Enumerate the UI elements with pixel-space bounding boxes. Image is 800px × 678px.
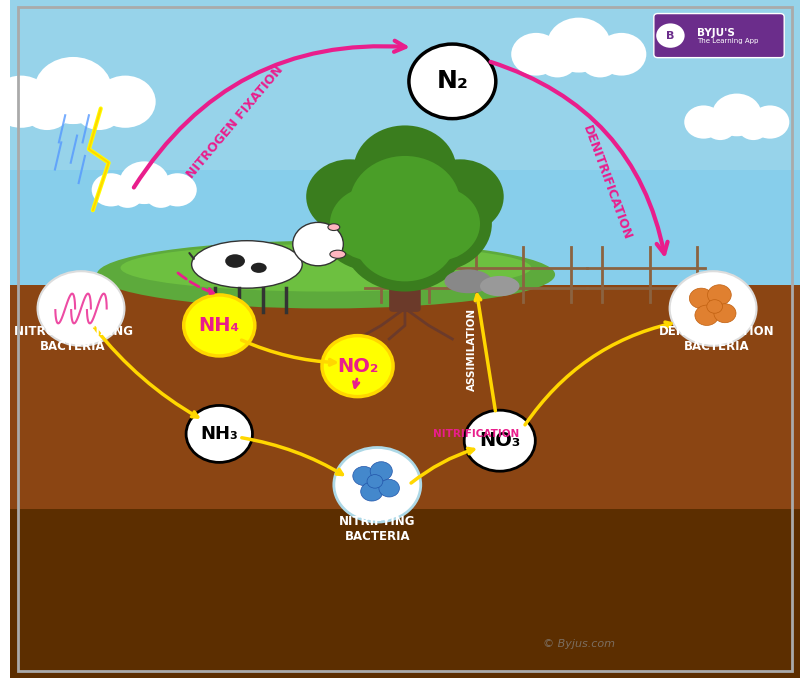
Circle shape	[330, 186, 417, 261]
Circle shape	[597, 33, 646, 75]
Circle shape	[38, 271, 125, 346]
Circle shape	[95, 76, 156, 127]
Ellipse shape	[328, 224, 340, 231]
Circle shape	[690, 288, 713, 308]
Text: NH₄: NH₄	[198, 316, 240, 335]
FancyBboxPatch shape	[654, 14, 784, 58]
FancyArrowPatch shape	[490, 62, 667, 254]
Circle shape	[306, 159, 393, 234]
Ellipse shape	[121, 244, 531, 292]
Circle shape	[22, 88, 71, 130]
FancyBboxPatch shape	[389, 251, 421, 312]
Circle shape	[656, 24, 685, 47]
Circle shape	[293, 222, 343, 266]
Ellipse shape	[251, 263, 266, 273]
FancyBboxPatch shape	[10, 0, 800, 305]
Circle shape	[353, 466, 375, 485]
Circle shape	[393, 186, 480, 261]
Text: ASSIMILATION: ASSIMILATION	[467, 308, 477, 391]
FancyBboxPatch shape	[10, 508, 800, 678]
Circle shape	[322, 336, 393, 397]
Circle shape	[0, 76, 51, 127]
Circle shape	[750, 106, 790, 139]
Circle shape	[92, 174, 130, 206]
Circle shape	[184, 295, 255, 356]
Circle shape	[342, 183, 468, 292]
Circle shape	[75, 88, 123, 130]
Circle shape	[370, 462, 392, 481]
Circle shape	[334, 142, 476, 264]
Text: DENITRIFICATION: DENITRIFICATION	[579, 124, 634, 242]
Ellipse shape	[330, 250, 346, 258]
Text: NO₃: NO₃	[479, 431, 520, 450]
Circle shape	[158, 174, 197, 206]
Circle shape	[34, 57, 112, 124]
Circle shape	[695, 305, 718, 325]
Text: NO₂: NO₂	[337, 357, 378, 376]
Circle shape	[714, 304, 736, 323]
Circle shape	[580, 43, 620, 77]
Ellipse shape	[226, 254, 245, 268]
Text: NITRIFICATION: NITRIFICATION	[433, 429, 519, 439]
Circle shape	[464, 410, 535, 471]
Circle shape	[417, 159, 504, 234]
Ellipse shape	[192, 241, 302, 288]
Text: NITROGEN FIXING
BACTERIA: NITROGEN FIXING BACTERIA	[14, 325, 133, 353]
Circle shape	[670, 271, 757, 346]
Text: N₂: N₂	[437, 69, 468, 94]
Ellipse shape	[480, 276, 519, 296]
Circle shape	[684, 106, 723, 139]
Circle shape	[511, 33, 561, 75]
Text: BYJU'S: BYJU'S	[698, 28, 735, 37]
Circle shape	[738, 113, 769, 140]
Circle shape	[112, 181, 143, 208]
Circle shape	[186, 405, 253, 462]
Circle shape	[379, 479, 399, 497]
Circle shape	[705, 113, 736, 140]
Circle shape	[712, 94, 762, 136]
FancyArrowPatch shape	[134, 41, 406, 188]
Circle shape	[354, 125, 456, 214]
Text: © Byjus.com: © Byjus.com	[542, 639, 614, 649]
Circle shape	[707, 285, 731, 305]
Text: NITRIFYING
BACTERIA: NITRIFYING BACTERIA	[339, 515, 415, 543]
Text: NH₃: NH₃	[201, 425, 238, 443]
Text: The Learning App: The Learning App	[698, 38, 758, 43]
Text: B: B	[666, 31, 674, 41]
Circle shape	[350, 156, 460, 251]
Circle shape	[318, 176, 429, 271]
Circle shape	[119, 161, 169, 204]
Text: DENITRIFICATION
BACTERIA: DENITRIFICATION BACTERIA	[659, 325, 775, 353]
Circle shape	[546, 18, 610, 73]
Text: NITROGEN FIXATION: NITROGEN FIXATION	[184, 63, 286, 181]
Circle shape	[538, 43, 578, 77]
Circle shape	[361, 482, 383, 501]
Circle shape	[706, 300, 722, 313]
Circle shape	[382, 176, 492, 271]
Circle shape	[354, 193, 456, 281]
Circle shape	[334, 447, 421, 522]
FancyBboxPatch shape	[10, 285, 800, 678]
Ellipse shape	[97, 241, 555, 308]
Circle shape	[409, 44, 496, 119]
Circle shape	[146, 181, 176, 208]
FancyBboxPatch shape	[10, 0, 800, 170]
Ellipse shape	[445, 269, 492, 294]
Circle shape	[367, 475, 383, 488]
